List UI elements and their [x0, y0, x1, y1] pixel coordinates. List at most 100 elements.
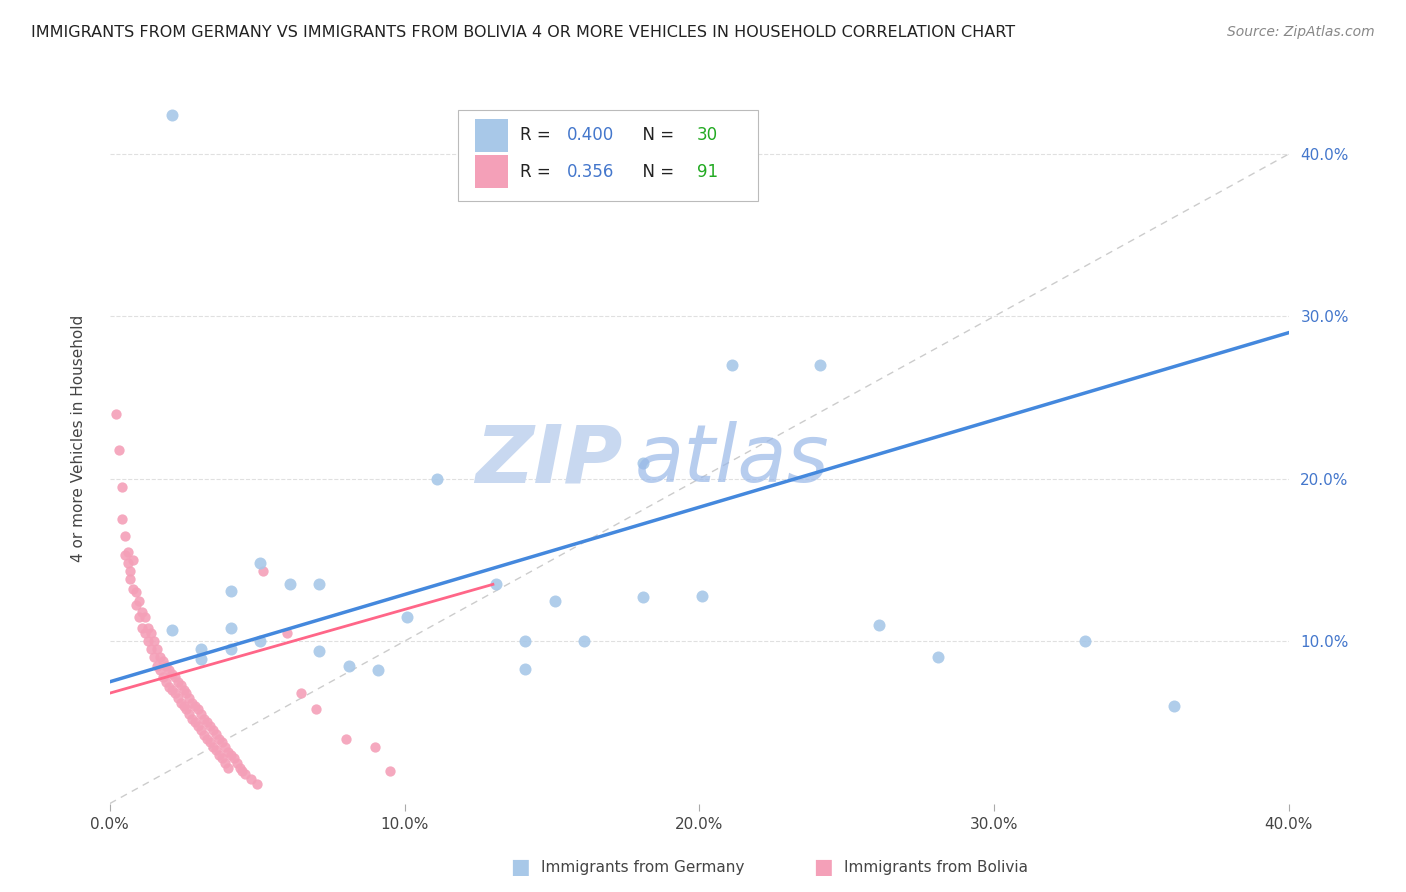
Point	[136, 621, 159, 635]
Point	[104, 407, 127, 421]
Point	[231, 764, 253, 778]
Point	[111, 480, 134, 494]
Point	[868, 618, 890, 632]
Point	[176, 702, 198, 716]
Point	[276, 626, 298, 640]
Point	[426, 472, 449, 486]
Point	[720, 358, 742, 372]
Point	[208, 731, 231, 746]
Point	[169, 696, 191, 710]
Text: 91: 91	[697, 162, 718, 180]
Text: ■: ■	[510, 857, 530, 877]
Point	[163, 686, 186, 700]
Point	[190, 707, 212, 722]
Text: IMMIGRANTS FROM GERMANY VS IMMIGRANTS FROM BOLIVIA 4 OR MORE VEHICLES IN HOUSEHO: IMMIGRANTS FROM GERMANY VS IMMIGRANTS FR…	[31, 25, 1015, 40]
Point	[152, 654, 174, 668]
Point	[143, 650, 166, 665]
Point	[146, 642, 169, 657]
Point	[201, 723, 224, 738]
Text: atlas: atlas	[634, 421, 830, 500]
Point	[160, 623, 183, 637]
Point	[205, 743, 228, 757]
Point	[187, 718, 209, 732]
Point	[515, 634, 537, 648]
Point	[139, 626, 162, 640]
Point	[205, 727, 228, 741]
Point	[146, 658, 169, 673]
Text: 0.400: 0.400	[567, 126, 614, 145]
Point	[190, 642, 212, 657]
Point	[114, 548, 136, 562]
Point	[235, 767, 257, 781]
Point	[190, 723, 212, 738]
Point	[157, 664, 180, 678]
Text: 0.356: 0.356	[567, 162, 614, 180]
Point	[160, 682, 183, 697]
Point	[152, 670, 174, 684]
Point	[305, 702, 328, 716]
Point	[396, 610, 419, 624]
Point	[166, 674, 188, 689]
Point	[143, 634, 166, 648]
Point	[149, 650, 172, 665]
Text: N =: N =	[633, 126, 679, 145]
Point	[166, 690, 188, 705]
Point	[173, 699, 195, 714]
Point	[160, 108, 183, 122]
Bar	[475, 119, 508, 152]
Point	[125, 585, 148, 599]
Point	[249, 556, 271, 570]
Point	[219, 621, 242, 635]
Text: R =: R =	[520, 126, 555, 145]
Point	[117, 556, 139, 570]
Point	[228, 761, 250, 775]
Point	[134, 626, 156, 640]
Point	[308, 644, 330, 658]
Point	[219, 747, 242, 762]
Point	[131, 621, 153, 635]
Point	[808, 358, 831, 372]
Point	[163, 670, 186, 684]
Point	[252, 565, 274, 579]
Point	[219, 583, 242, 598]
Point	[176, 686, 198, 700]
Point	[184, 715, 207, 730]
Point	[485, 577, 508, 591]
Point	[308, 577, 330, 591]
Point	[136, 634, 159, 648]
Point	[367, 664, 389, 678]
Point	[114, 529, 136, 543]
Point	[122, 582, 145, 597]
Text: 30: 30	[697, 126, 718, 145]
Point	[122, 553, 145, 567]
Point	[111, 512, 134, 526]
Point	[184, 699, 207, 714]
Point	[107, 442, 129, 457]
Point	[631, 591, 654, 605]
Point	[574, 634, 596, 648]
Point	[225, 756, 247, 770]
Point	[120, 565, 142, 579]
Point	[211, 751, 233, 765]
Point	[927, 650, 949, 665]
Point	[193, 712, 215, 726]
Point	[515, 662, 537, 676]
Point	[217, 761, 239, 775]
Point	[131, 605, 153, 619]
Point	[544, 593, 567, 607]
Point	[240, 772, 263, 786]
Point	[378, 764, 401, 778]
Point	[208, 747, 231, 762]
Point	[278, 577, 301, 591]
Point	[181, 696, 204, 710]
Text: ZIP: ZIP	[475, 421, 623, 500]
Text: Immigrants from Germany: Immigrants from Germany	[541, 860, 745, 874]
Point	[187, 702, 209, 716]
Point	[155, 658, 177, 673]
Point	[128, 610, 150, 624]
Point	[364, 739, 387, 754]
Point	[219, 642, 242, 657]
Text: R =: R =	[520, 162, 555, 180]
Point	[198, 735, 221, 749]
Point	[157, 680, 180, 694]
